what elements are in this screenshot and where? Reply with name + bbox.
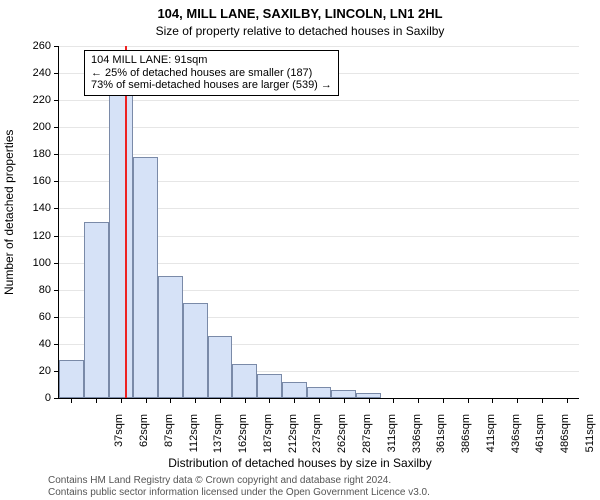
x-tick-mark — [71, 398, 72, 403]
y-tick-mark — [54, 154, 59, 155]
x-tick-mark — [319, 398, 320, 403]
y-tick-label: 200 — [23, 121, 51, 133]
chart-title: 104, MILL LANE, SAXILBY, LINCOLN, LN1 2H… — [0, 6, 600, 21]
histogram-bar — [109, 91, 134, 398]
x-tick-mark — [294, 398, 295, 403]
x-tick-mark — [96, 398, 97, 403]
y-tick-label: 60 — [23, 311, 51, 323]
grid-line — [59, 127, 579, 128]
histogram-bar — [257, 374, 282, 398]
x-tick-mark — [170, 398, 171, 403]
x-tick-mark — [220, 398, 221, 403]
y-tick-label: 40 — [23, 338, 51, 350]
x-tick-mark — [468, 398, 469, 403]
x-tick-mark — [121, 398, 122, 403]
histogram-bar — [208, 336, 233, 398]
x-tick-mark — [492, 398, 493, 403]
y-tick-label: 240 — [23, 67, 51, 79]
y-tick-label: 260 — [23, 40, 51, 52]
reference-line — [125, 46, 127, 398]
grid-line — [59, 100, 579, 101]
grid-line — [59, 154, 579, 155]
y-tick-label: 100 — [23, 257, 51, 269]
x-tick-mark — [269, 398, 270, 403]
x-tick-mark — [245, 398, 246, 403]
histogram-bar — [331, 390, 356, 398]
y-tick-mark — [54, 263, 59, 264]
y-tick-mark — [54, 127, 59, 128]
plot-area: 02040608010012014016018020022024026037sq… — [58, 46, 579, 399]
annotation-box: 104 MILL LANE: 91sqm← 25% of detached ho… — [84, 50, 339, 96]
y-tick-label: 180 — [23, 148, 51, 160]
x-tick-mark — [542, 398, 543, 403]
histogram-bar — [84, 222, 109, 398]
y-tick-mark — [54, 181, 59, 182]
y-tick-label: 0 — [23, 392, 51, 404]
histogram-bar — [232, 364, 257, 398]
annotation-line: 104 MILL LANE: 91sqm — [91, 54, 332, 67]
property-size-histogram: 104, MILL LANE, SAXILBY, LINCOLN, LN1 2H… — [0, 0, 600, 500]
annotation-line: 73% of semi-detached houses are larger (… — [91, 79, 332, 92]
histogram-bar — [158, 276, 183, 398]
caption-line-1: Contains HM Land Registry data © Crown c… — [48, 475, 594, 487]
caption-line-2: Contains public sector information licen… — [48, 487, 594, 499]
y-tick-mark — [54, 317, 59, 318]
grid-line — [59, 46, 579, 47]
histogram-bar — [282, 382, 307, 398]
y-tick-mark — [54, 344, 59, 345]
x-tick-mark — [146, 398, 147, 403]
y-tick-label: 140 — [23, 202, 51, 214]
y-tick-mark — [54, 398, 59, 399]
histogram-bar — [307, 387, 332, 398]
histogram-bar — [59, 360, 84, 398]
annotation-line: ← 25% of detached houses are smaller (18… — [91, 67, 332, 80]
y-tick-mark — [54, 236, 59, 237]
y-tick-label: 220 — [23, 94, 51, 106]
x-tick-mark — [393, 398, 394, 403]
y-tick-mark — [54, 208, 59, 209]
y-tick-mark — [54, 73, 59, 74]
chart-caption: Contains HM Land Registry data © Crown c… — [48, 475, 594, 498]
y-tick-mark — [54, 46, 59, 47]
x-tick-mark — [195, 398, 196, 403]
y-axis-label: Number of detached properties — [2, 130, 16, 295]
x-tick-mark — [517, 398, 518, 403]
x-tick-mark — [369, 398, 370, 403]
y-tick-mark — [54, 100, 59, 101]
y-tick-label: 20 — [23, 365, 51, 377]
x-tick-mark — [567, 398, 568, 403]
histogram-bar — [133, 157, 158, 398]
y-tick-label: 160 — [23, 175, 51, 187]
histogram-bar — [183, 303, 208, 398]
y-tick-mark — [54, 290, 59, 291]
y-tick-label: 80 — [23, 284, 51, 296]
x-axis-label: Distribution of detached houses by size … — [0, 456, 600, 470]
x-tick-mark — [443, 398, 444, 403]
x-tick-mark — [418, 398, 419, 403]
chart-subtitle: Size of property relative to detached ho… — [0, 24, 600, 38]
x-tick-mark — [344, 398, 345, 403]
y-tick-label: 120 — [23, 230, 51, 242]
